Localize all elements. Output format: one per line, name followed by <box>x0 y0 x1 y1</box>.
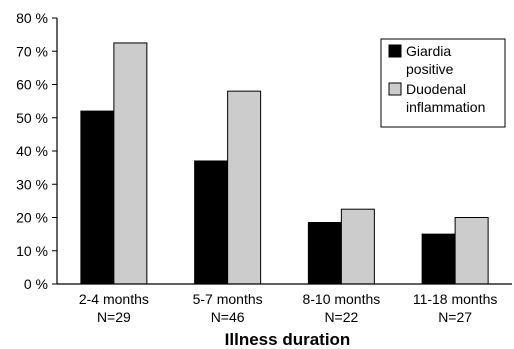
x-axis-title: Illness duration <box>225 330 351 349</box>
legend: Giardia positive Duodenal inflammation <box>380 38 506 128</box>
y-tick-label: 0 % <box>24 276 48 292</box>
category-label: 11-18 months <box>413 291 498 307</box>
category-labels: 2-4 months N=29 5-7 months N=46 8-10 months N… <box>79 291 498 325</box>
legend-label: Giardia <box>406 43 451 59</box>
y-tick-label: 40 % <box>16 143 48 159</box>
legend-swatch <box>388 82 402 96</box>
y-tick-label: 30 % <box>16 176 48 192</box>
bar-giardia-positive <box>421 233 456 285</box>
bar-duodenal-inflammation <box>113 42 148 285</box>
y-tick-label: 80 % <box>16 10 48 26</box>
category-label: 5-7 months <box>193 291 263 307</box>
y-tick-label: 10 % <box>16 243 48 259</box>
legend-label: positive <box>406 61 454 77</box>
category-sample-size: N=27 <box>438 309 472 325</box>
legend-label: Duodenal <box>406 81 466 97</box>
y-tick-label: 20 % <box>16 210 48 226</box>
bar-giardia-positive <box>307 221 342 285</box>
y-tick-label: 60 % <box>16 77 48 93</box>
legend-box <box>380 38 506 128</box>
y-tick-label: 50 % <box>16 110 48 126</box>
legend-label: inflammation <box>406 99 485 115</box>
bar-duodenal-inflammation <box>454 217 489 285</box>
bar-duodenal-inflammation <box>227 90 262 285</box>
category-label: 2-4 months <box>79 291 149 307</box>
y-axis-ticks: 0 % 10 % 20 % 30 % 40 % 50 % 60 % 70 % 80 % <box>16 10 57 292</box>
y-tick-label: 70 % <box>16 43 48 59</box>
category-label: 8-10 months <box>302 291 380 307</box>
category-sample-size: N=29 <box>97 309 131 325</box>
legend-swatch <box>388 44 402 58</box>
category-sample-size: N=22 <box>324 309 358 325</box>
bar-giardia-positive <box>80 110 115 285</box>
bars <box>80 42 489 285</box>
bar-giardia-positive <box>194 160 229 285</box>
bar-duodenal-inflammation <box>340 208 375 285</box>
category-sample-size: N=46 <box>211 309 245 325</box>
